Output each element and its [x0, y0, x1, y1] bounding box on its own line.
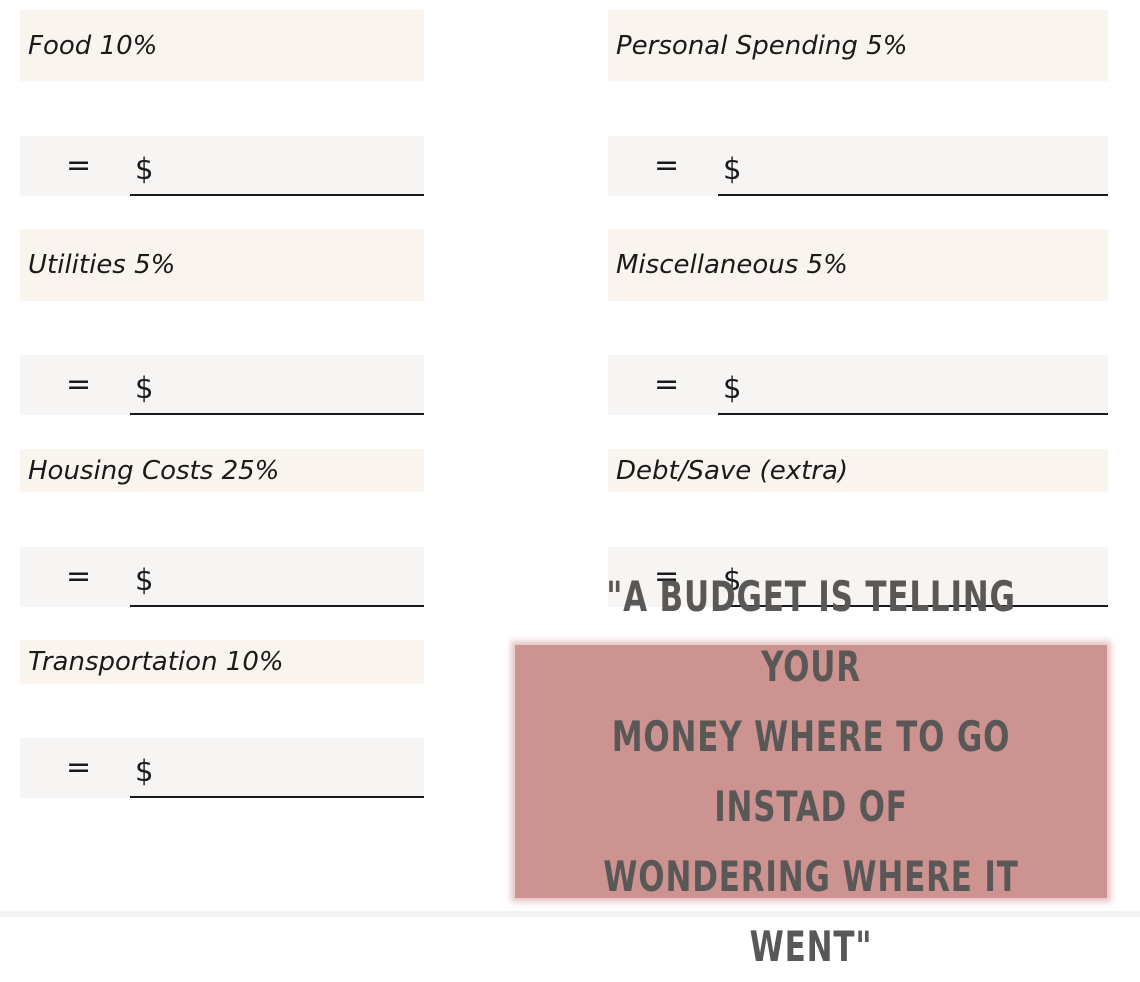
equals-sign: =: [654, 148, 680, 183]
category-label-utilities: Utilities 5%: [20, 229, 424, 301]
category-label-text: Food 10%: [28, 30, 158, 61]
category-label-transportation: Transportation 10%: [20, 640, 424, 684]
amount-entry-transportation: = $: [20, 738, 424, 798]
dollar-sign: $: [135, 371, 154, 405]
category-label-text: Utilities 5%: [28, 250, 176, 280]
budget-quote-box: "A BUDGET IS TELLING YOUR MONEY WHERE TO…: [515, 572, 1107, 971]
category-label-debt-save: Debt/Save (extra): [608, 449, 1108, 492]
dollar-sign: $: [723, 152, 742, 186]
equals-sign: =: [66, 148, 92, 183]
amount-entry-debt-save: = $: [608, 547, 1108, 607]
dollar-sign: $: [135, 152, 154, 186]
amount-input-line[interactable]: $: [718, 355, 1108, 415]
amount-input-line[interactable]: $: [718, 547, 1108, 607]
equals-sign: =: [66, 750, 92, 785]
equals-sign: =: [654, 559, 680, 594]
category-label-personal-spending: Personal Spending 5%: [608, 10, 1108, 81]
category-label-text: Transportation 10%: [28, 647, 284, 677]
equals-sign: =: [654, 367, 680, 402]
category-label-food: Food 10%: [20, 10, 424, 81]
category-label-text: Personal Spending 5%: [616, 30, 908, 61]
amount-entry-miscellaneous: = $: [608, 355, 1108, 415]
dollar-sign: $: [723, 563, 742, 597]
dollar-sign: $: [135, 754, 154, 788]
amount-entry-housing: = $: [20, 547, 424, 607]
bottom-edge: [0, 911, 1140, 917]
equals-sign: =: [66, 559, 92, 594]
quote-line-1: "A BUDGET IS TELLING YOUR: [606, 571, 1016, 691]
category-label-text: Housing Costs 25%: [28, 455, 280, 486]
category-label-housing: Housing Costs 25%: [20, 449, 424, 492]
amount-input-line[interactable]: $: [130, 355, 424, 415]
amount-input-line[interactable]: $: [130, 136, 424, 196]
amount-input-line[interactable]: $: [130, 547, 424, 607]
amount-entry-utilities: = $: [20, 355, 424, 415]
amount-entry-food: = $: [20, 136, 424, 196]
amount-input-line[interactable]: $: [130, 738, 424, 798]
amount-input-line[interactable]: $: [718, 136, 1108, 196]
quote-line-2: MONEY WHERE TO GO INSTAD OF: [611, 711, 1011, 831]
category-label-text: Debt/Save (extra): [616, 455, 849, 486]
dollar-sign: $: [723, 371, 742, 405]
dollar-sign: $: [135, 563, 154, 597]
category-label-text: Miscellaneous 5%: [616, 250, 848, 280]
equals-sign: =: [66, 367, 92, 402]
amount-entry-personal-spending: = $: [608, 136, 1108, 196]
budget-quote: "A BUDGET IS TELLING YOUR MONEY WHERE TO…: [568, 562, 1053, 982]
category-label-miscellaneous: Miscellaneous 5%: [608, 229, 1108, 301]
